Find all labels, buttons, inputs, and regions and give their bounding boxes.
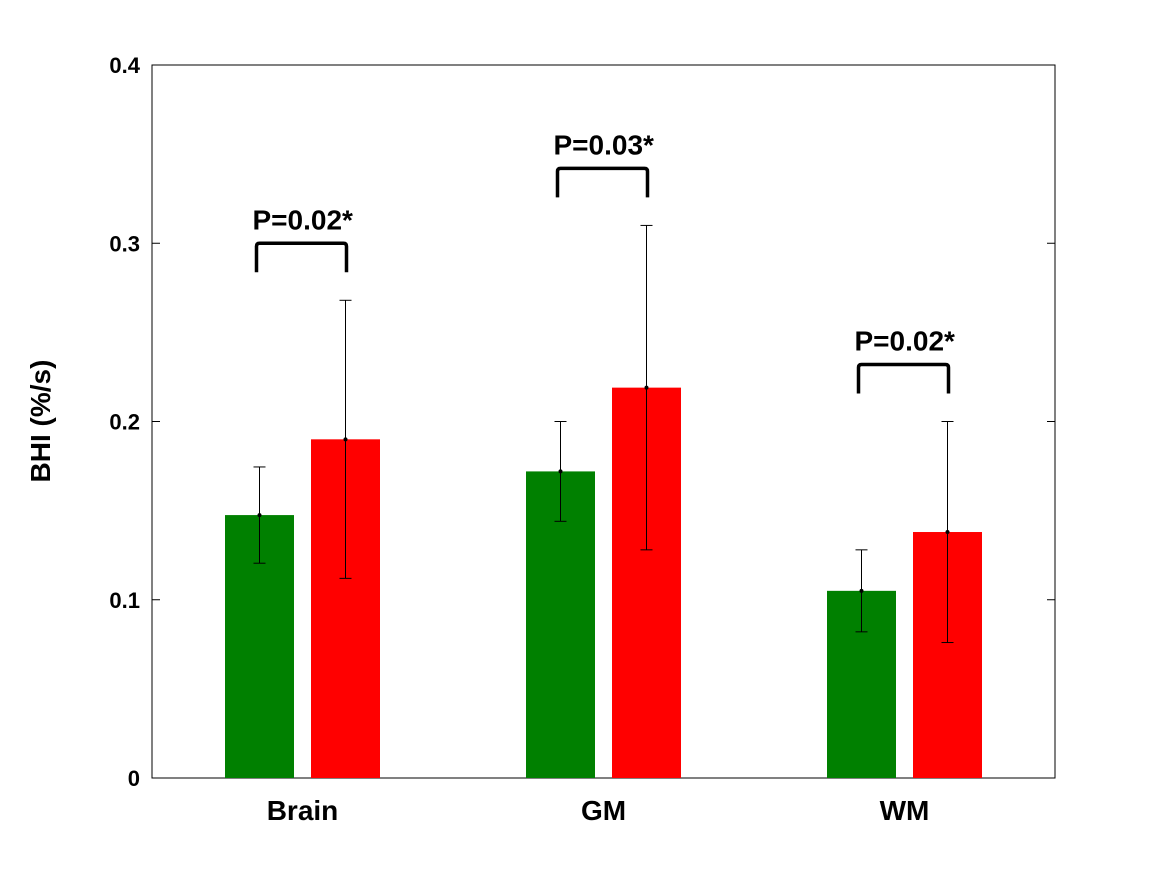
y-axis-label: BHI (%/s) [25, 360, 56, 483]
annotation: P=0.02* [855, 326, 956, 357]
error-bar-center [257, 513, 262, 518]
error-bar-center [859, 588, 864, 593]
error-bar-center [945, 530, 950, 535]
significance-bracket [856, 362, 951, 394]
x-tick-label: GM [581, 795, 626, 826]
significance-bracket [555, 166, 650, 198]
y-tick-label: 0 [128, 766, 140, 791]
y-tick-label: 0.2 [109, 410, 140, 435]
annotation: P=0.03* [554, 129, 655, 160]
y-tick-label: 0.1 [109, 588, 140, 613]
y-tick-label: 0.4 [109, 53, 140, 78]
error-bar-center [343, 437, 348, 442]
significance-bracket [254, 241, 349, 273]
y-tick-label: 0.3 [109, 231, 140, 256]
error-bar-center [644, 385, 649, 390]
x-tick-label: Brain [267, 795, 339, 826]
x-tick-label: WM [880, 795, 930, 826]
annotation: P=0.02* [253, 204, 354, 235]
bar [526, 471, 595, 778]
error-bar-center [558, 469, 563, 474]
